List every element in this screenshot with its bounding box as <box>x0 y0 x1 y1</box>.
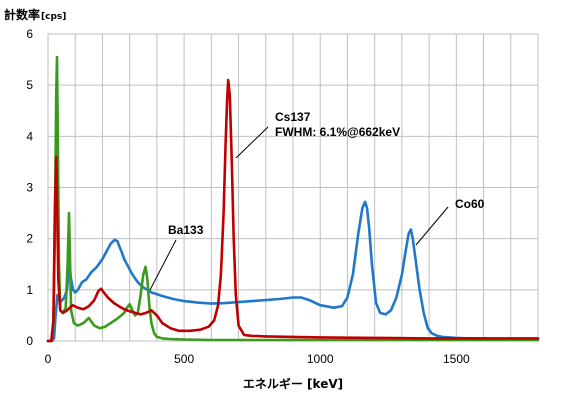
y-tick-label: 2 <box>26 232 33 246</box>
annotation-ba133-name: Ba133 <box>168 223 204 237</box>
series-line-co60 <box>46 200 540 343</box>
annotation-cs137-leader <box>235 126 269 159</box>
y-tick-label: 3 <box>26 181 33 195</box>
annotation-cs137-name: Cs137 <box>275 110 311 124</box>
x-tick-label: 1500 <box>443 352 470 366</box>
x-tick-label: 0 <box>45 352 52 366</box>
annotation-co60-leader <box>415 206 449 246</box>
axis-ticks: 0 500 1000 1500 0 1 2 3 4 5 6 <box>26 27 470 366</box>
annotation-co60-name: Co60 <box>455 197 485 211</box>
annotations: Cs137 FWHM: 6.1%@662keV Co60 Ba133 <box>149 110 485 291</box>
annotation-ba133-leader <box>149 239 177 291</box>
y-axis-title: 計数率[cps] <box>4 7 66 22</box>
x-tick-label: 500 <box>174 352 194 366</box>
y-tick-label: 4 <box>26 129 33 143</box>
y-tick-label: 0 <box>26 334 33 348</box>
x-axis-title: エネルギー [keV] <box>243 376 343 391</box>
x-tick-label: 1000 <box>307 352 334 366</box>
series-lines <box>46 55 540 343</box>
annotation-cs137-fwhm: FWHM: 6.1%@662keV <box>275 125 400 139</box>
y-tick-label: 5 <box>26 78 33 92</box>
grid <box>48 34 538 341</box>
y-tick-label: 1 <box>26 283 33 297</box>
y-tick-label: 6 <box>26 27 33 41</box>
series-line-cs137 <box>46 78 540 343</box>
